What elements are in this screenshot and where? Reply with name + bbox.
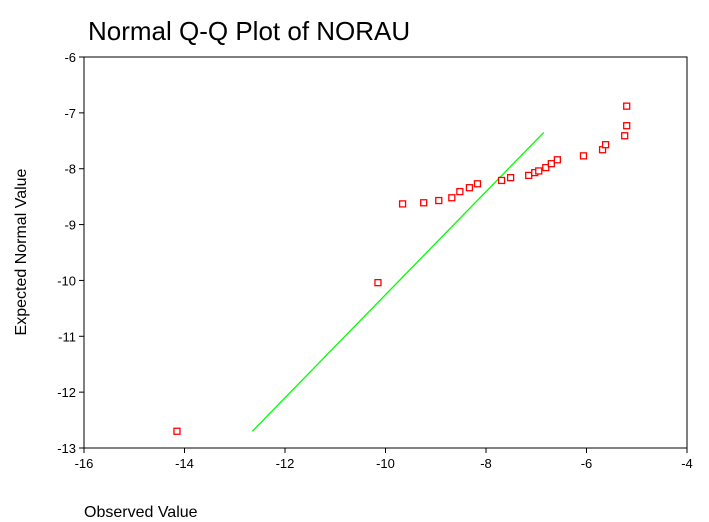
- point: [374, 279, 382, 287]
- point: [506, 174, 515, 182]
- y-tick-label: -10: [57, 273, 76, 288]
- x-tick-label: -16: [75, 456, 94, 471]
- point: [601, 141, 610, 149]
- x-tick-label: -4: [681, 456, 693, 471]
- y-tick-label: -8: [64, 162, 76, 177]
- y-tick-label: -6: [64, 50, 76, 65]
- point: [623, 122, 631, 130]
- point: [398, 200, 407, 208]
- point: [621, 132, 629, 140]
- y-tick-label: -13: [57, 441, 76, 456]
- point: [579, 152, 588, 160]
- point: [465, 184, 474, 192]
- x-tick-label: -14: [175, 456, 194, 471]
- plot-frame: [83, 56, 688, 449]
- point: [553, 156, 562, 164]
- y-tick-label: -11: [58, 329, 76, 344]
- point: [173, 427, 181, 435]
- x-tick-label: -10: [376, 456, 395, 471]
- x-tick-label: -6: [581, 456, 593, 471]
- point: [542, 163, 550, 172]
- y-axis-label: Expected Normal Value: [13, 168, 30, 335]
- point: [497, 176, 506, 185]
- reference-line: [251, 131, 545, 432]
- y-tick-label: -12: [57, 385, 76, 400]
- y-tick-label: -7: [64, 106, 76, 121]
- point: [448, 194, 456, 202]
- point: [525, 171, 533, 180]
- point: [535, 167, 543, 175]
- x-tick-label: -8: [480, 456, 492, 471]
- x-axis-label: Observed Value: [84, 504, 198, 521]
- x-tick-label: -12: [276, 456, 295, 471]
- point: [435, 196, 443, 205]
- chart-title: Normal Q-Q Plot of NORAU: [88, 16, 410, 46]
- point: [473, 180, 482, 188]
- y-tick-label: -9: [64, 218, 76, 233]
- point: [456, 187, 464, 196]
- point: [623, 102, 631, 110]
- point: [547, 160, 555, 168]
- point: [420, 199, 428, 207]
